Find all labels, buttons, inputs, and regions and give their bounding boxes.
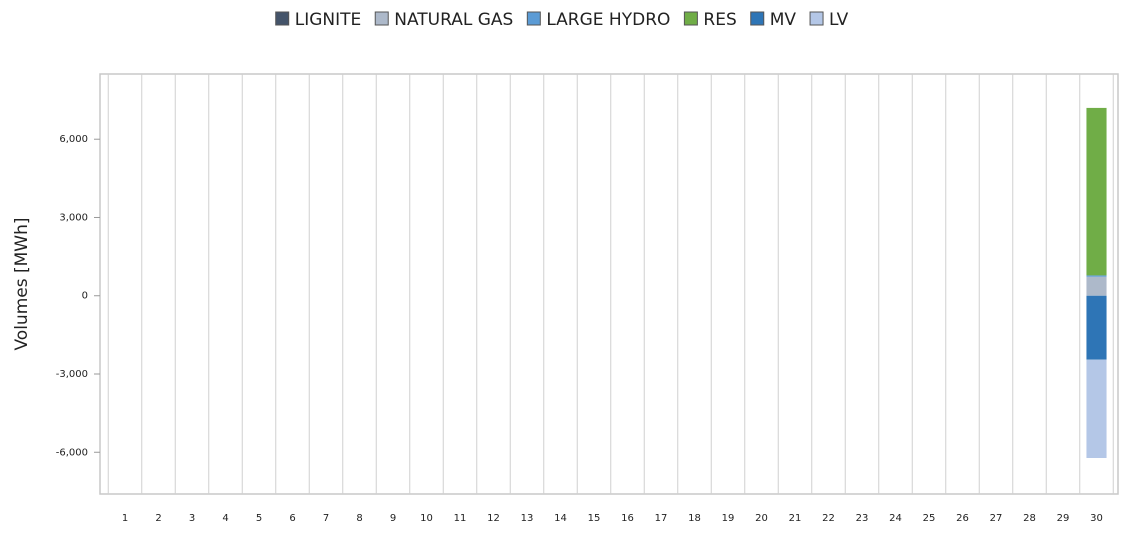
legend: LIGNITE NATURAL GAS LARGE HYDRO RES MV LV (275, 10, 849, 30)
x-tick-label: 11 (454, 513, 467, 524)
bar-segment (1086, 276, 1107, 296)
x-tick-label: 9 (390, 513, 396, 524)
y-tick-label: 0 (82, 291, 88, 302)
x-tick-label: 25 (923, 513, 936, 524)
x-tick-label: 12 (487, 513, 500, 524)
x-tick-label: 29 (1057, 513, 1070, 524)
y-tick-label: -3,000 (56, 369, 88, 380)
x-tick-label: 23 (856, 513, 869, 524)
x-tick-label: 7 (323, 513, 329, 524)
bar-segment (1086, 107, 1107, 276)
x-tick-label: 24 (889, 513, 902, 524)
legend-swatch (750, 11, 765, 26)
x-tick-label: 1 (122, 513, 128, 524)
x-tick-label: 19 (722, 513, 735, 524)
x-tick-label: 4 (222, 513, 228, 524)
legend-swatch (809, 11, 824, 26)
y-tick-label: -6,000 (56, 447, 88, 458)
legend-label: RES (703, 10, 736, 30)
x-tick-label: 14 (554, 513, 567, 524)
legend-label: LIGNITE (295, 10, 362, 30)
y-tick-label: 3,000 (59, 212, 88, 223)
x-tick-label: 20 (755, 513, 768, 524)
legend-swatch (275, 11, 290, 26)
x-tick-label: 6 (289, 513, 295, 524)
x-tick-label: 17 (655, 513, 668, 524)
x-tick-label: 30 (1090, 513, 1103, 524)
bar-segment (1086, 295, 1107, 360)
legend-swatch (526, 11, 541, 26)
legend-swatch (683, 11, 698, 26)
x-tick-label: 18 (688, 513, 701, 524)
bar-segment (1086, 275, 1107, 277)
y-axis-title: Volumes [MWh] (12, 217, 32, 350)
x-tick-label: 22 (822, 513, 835, 524)
x-tick-label: 10 (420, 513, 433, 524)
x-tick-label: 5 (256, 513, 262, 524)
y-tick-label: 6,000 (59, 134, 88, 145)
x-tick-label: 8 (356, 513, 362, 524)
x-tick-label: 15 (588, 513, 601, 524)
plot-frame (99, 73, 1119, 495)
legend-label: MV (770, 10, 797, 30)
x-tick-label: 3 (189, 513, 195, 524)
x-tick-label: 21 (789, 513, 802, 524)
legend-label: NATURAL GAS (394, 10, 513, 30)
legend-swatch (374, 11, 389, 26)
legend-label: LV (829, 10, 849, 30)
x-tick-label: 28 (1023, 513, 1036, 524)
x-tick-label: 2 (155, 513, 161, 524)
x-tick-label: 26 (956, 513, 969, 524)
bar-segment (1086, 359, 1107, 458)
legend-label: LARGE HYDRO (546, 10, 670, 30)
x-tick-label: 16 (621, 513, 634, 524)
x-tick-label: 27 (990, 513, 1003, 524)
x-tick-label: 13 (521, 513, 534, 524)
